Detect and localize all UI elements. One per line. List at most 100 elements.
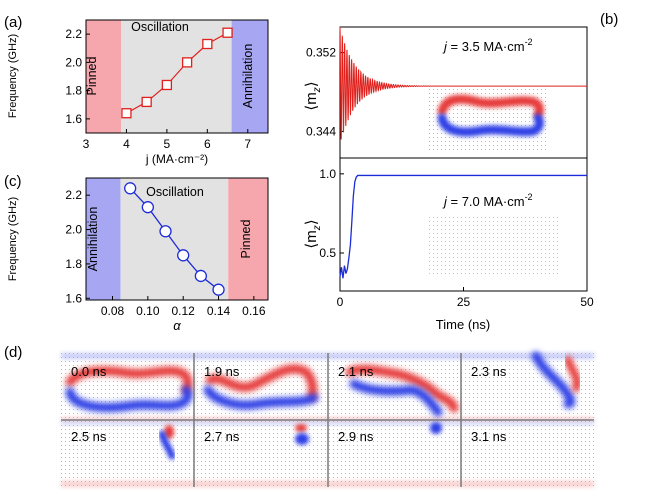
snapshot-frame-3 xyxy=(345,364,459,417)
y-tick-label: 2.2 xyxy=(65,27,82,41)
mz-trace-3-5 xyxy=(339,26,587,140)
axes: 3 4 5 6 7 1.6 1.8 2.0 2.2 xyxy=(65,27,251,151)
blue-domain-wall xyxy=(430,422,442,434)
data-point xyxy=(202,38,213,50)
frame-time-label: 0.0 ns xyxy=(71,364,107,379)
plot-frame xyxy=(85,177,269,301)
snapshot-frame-4 xyxy=(531,351,581,409)
annihilation-region xyxy=(86,178,121,300)
data-point xyxy=(177,249,190,262)
data-point xyxy=(159,225,172,238)
panel-b-label: (b) xyxy=(600,11,618,28)
frame-time-label: 1.9 ns xyxy=(204,364,240,379)
panel-a: (a) Pinned Oscillation Annihilation 3 4 5 6… xyxy=(4,14,269,166)
annihilation-region xyxy=(231,20,268,133)
plot-frame xyxy=(85,19,269,134)
y-tick-label: 2.2 xyxy=(65,188,82,202)
x-tick-label: 0.12 xyxy=(172,304,196,318)
x-tick-label: 6 xyxy=(204,137,211,151)
annotation-value: = 7.0 MA·cm xyxy=(447,194,525,209)
blue-domain-wall xyxy=(437,113,544,137)
frame-time-label: 2.9 ns xyxy=(338,429,374,444)
y-tick-label: 1.0 xyxy=(319,167,336,181)
frame-time-label: 2.1 ns xyxy=(338,364,374,379)
x-tick-label: 0.14 xyxy=(207,304,231,318)
x-tick-label: 25 xyxy=(457,295,471,309)
x-tick-label: 4 xyxy=(123,137,130,151)
region-label-pinned: Pinned xyxy=(239,219,253,258)
y-tick-label: 1.8 xyxy=(65,257,82,271)
data-point xyxy=(222,27,233,38)
bottom-axes: 0.5 1.0 0 25 50 xyxy=(319,167,594,309)
blue-domain-wall xyxy=(158,430,176,460)
y-tick-label: 0.5 xyxy=(319,246,336,260)
frame-time-label: 2.5 ns xyxy=(71,429,107,444)
data-point xyxy=(141,96,152,108)
mz-trace-7-0 xyxy=(339,174,587,279)
variable-j: j xyxy=(442,194,448,209)
oscillation-region xyxy=(120,178,229,300)
variable-j: j xyxy=(442,39,448,54)
x-tick-label: 0.10 xyxy=(136,304,160,318)
y-tick-label: 2.0 xyxy=(65,223,82,237)
data-point xyxy=(124,182,137,195)
x-tick-label: 5 xyxy=(164,137,171,151)
frame-time-label: 3.1 ns xyxy=(471,429,507,444)
x-axis-label: j (MA·cm⁻²) xyxy=(145,152,208,166)
ylabel-sub: z xyxy=(312,225,323,231)
magnetization-inset-top xyxy=(427,88,549,150)
ylabel-open: ⟨m xyxy=(303,92,320,110)
x-tick-label: 0 xyxy=(337,295,344,309)
region-label-pinned: Pinned xyxy=(85,56,99,95)
ylabel-open: ⟨m xyxy=(303,230,320,248)
y-tick-label: 1.6 xyxy=(65,112,82,126)
region-label-oscillation: Oscillation xyxy=(131,20,189,34)
ylabel-sub: z xyxy=(312,87,323,93)
y-tick-label: 0.344 xyxy=(306,124,336,138)
x-axis-label: α xyxy=(173,318,181,333)
blue-domain-wall xyxy=(295,433,309,445)
annotation-value: = 3.5 MA·cm xyxy=(447,39,525,54)
y-axis-label-bottom: ⟨mz⟩ xyxy=(303,219,323,248)
panel-c-label: (c) xyxy=(4,173,22,190)
data-point xyxy=(121,108,132,119)
data-point xyxy=(181,57,193,68)
magnetization-inset-bottom xyxy=(427,214,558,277)
snapshot-frame-5 xyxy=(158,425,176,460)
y-tick-label: 0.352 xyxy=(306,46,336,60)
y-axis-label-top: ⟨mz⟩ xyxy=(303,81,323,110)
blue-domain-wall xyxy=(65,385,193,412)
data-point xyxy=(141,201,154,214)
red-domain-wall xyxy=(345,364,459,413)
x-tick-label: 50 xyxy=(580,295,594,309)
y-tick-label: 2.0 xyxy=(65,55,82,69)
panel-a-label: (a) xyxy=(4,14,22,31)
ylabel-close: ⟩ xyxy=(303,219,320,225)
region-label-annihilation: Annihilation xyxy=(241,44,255,109)
data-series xyxy=(121,27,233,119)
frame-time-label: 2.7 ns xyxy=(204,429,240,444)
x-tick-label: 3 xyxy=(83,137,90,151)
data-point xyxy=(212,283,225,296)
y-axis-label: Frequency (GHz) xyxy=(7,197,19,281)
red-domain-wall xyxy=(205,364,318,401)
red-domain-wall xyxy=(164,425,174,439)
red-domain-wall xyxy=(65,366,193,395)
y-tick-label: 1.6 xyxy=(65,291,82,305)
panel-c: (c) Annihilation Oscillation Pinned 0.08… xyxy=(4,173,269,333)
axes: 0.08 0.10 0.12 0.14 0.16 1.6 1.8 2.0 2.2 xyxy=(65,188,266,318)
panel-b: (b) 0.344 0.352 0.5 1.0 0 25 50 j = 3.5 MA·cm… xyxy=(303,11,618,332)
x-axis-label: Time (ns) xyxy=(436,317,490,332)
blue-domain-wall xyxy=(349,379,443,417)
pinned-region xyxy=(86,20,122,133)
current-density-annotation-bottom: j = 7.0 MA·cm-2 xyxy=(442,192,533,209)
blue-domain-wall xyxy=(203,385,319,410)
snapshot-frame-2 xyxy=(203,364,319,410)
top-axes: 0.344 0.352 xyxy=(306,46,344,138)
data-series xyxy=(124,182,225,296)
panel-d: (d) xyxy=(4,344,594,487)
blue-domain-wall xyxy=(531,351,576,409)
data-point xyxy=(194,269,208,283)
snapshot-frame-1 xyxy=(65,366,193,412)
